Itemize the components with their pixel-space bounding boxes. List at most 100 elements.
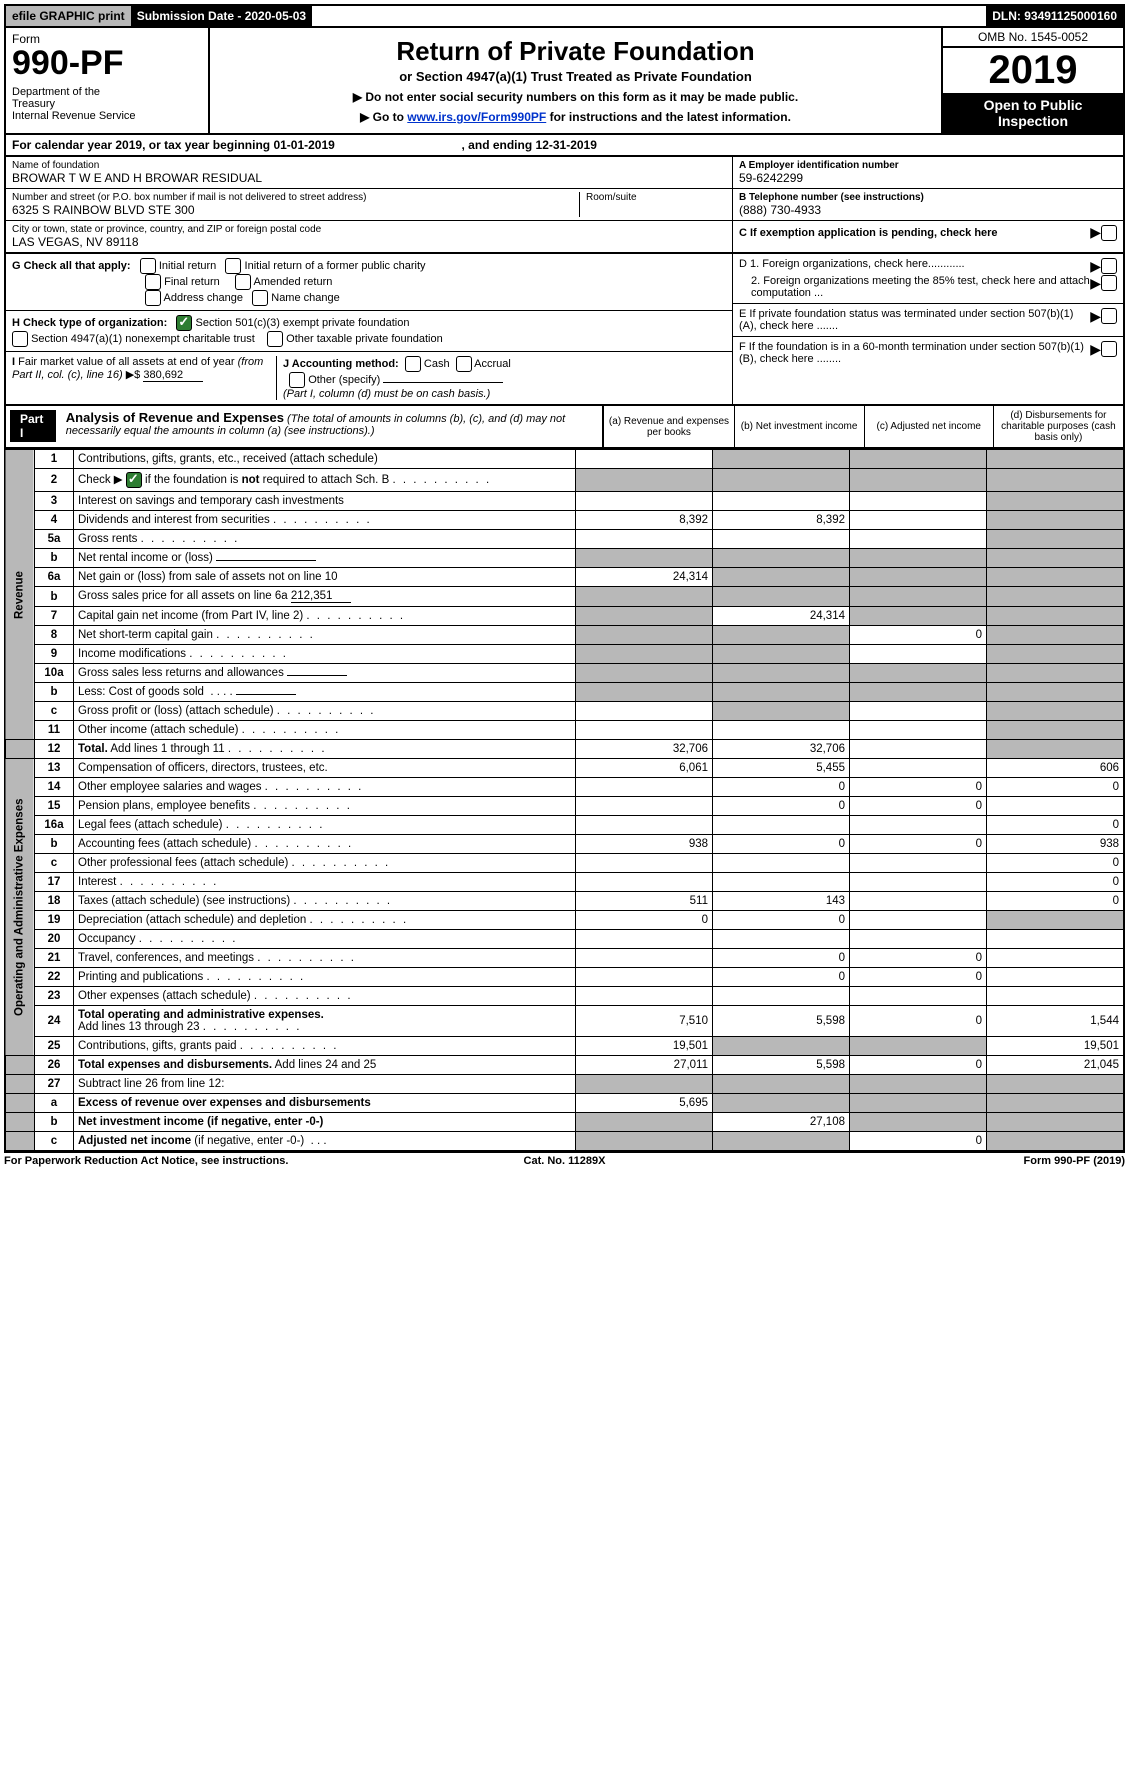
table-row: 21Travel, conferences, and meetings 00 bbox=[5, 949, 1124, 968]
table-row: 20Occupancy bbox=[5, 930, 1124, 949]
header-left: Form 990-PF Department of theTreasuryInt… bbox=[6, 28, 210, 133]
table-row: cGross profit or (loss) (attach schedule… bbox=[5, 702, 1124, 721]
irs-link[interactable]: www.irs.gov/Form990PF bbox=[407, 110, 546, 124]
table-row: 15Pension plans, employee benefits 00 bbox=[5, 797, 1124, 816]
spacer bbox=[312, 6, 986, 26]
table-row: 16aLegal fees (attach schedule) 0 bbox=[5, 816, 1124, 835]
table-row: aExcess of revenue over expenses and dis… bbox=[5, 1094, 1124, 1113]
table-row: bAccounting fees (attach schedule) 93800… bbox=[5, 835, 1124, 854]
form-header: Form 990-PF Department of theTreasuryInt… bbox=[4, 28, 1125, 135]
checkbox-501c3[interactable] bbox=[176, 315, 192, 331]
checkbox-initial[interactable] bbox=[140, 258, 156, 274]
table-row: cAdjusted net income (if negative, enter… bbox=[5, 1132, 1124, 1152]
checkbox-address[interactable] bbox=[145, 290, 161, 306]
table-row: 27Subtract line 26 from line 12: bbox=[5, 1075, 1124, 1094]
part-label: Part I bbox=[10, 410, 56, 442]
header-right: OMB No. 1545-0052 2019 Open to Public In… bbox=[941, 28, 1123, 133]
col-c-head: (c) Adjusted net income bbox=[864, 406, 993, 447]
revenue-vlabel: Revenue bbox=[5, 450, 35, 740]
table-row: 8Net short-term capital gain 0 bbox=[5, 626, 1124, 645]
checkbox-other-taxable[interactable] bbox=[267, 331, 283, 347]
revenue-expenses-table: Revenue 1Contributions, gifts, grants, e… bbox=[4, 449, 1125, 1152]
table-row: bLess: Cost of goods sold . . . . bbox=[5, 683, 1124, 702]
foundation-name-cell: Name of foundation BROWAR T W E AND H BR… bbox=[6, 157, 732, 189]
checkbox-4947[interactable] bbox=[12, 331, 28, 347]
form-number: 990-PF bbox=[12, 46, 202, 80]
checkbox-c[interactable] bbox=[1101, 225, 1117, 241]
header-mid: Return of Private Foundation or Section … bbox=[210, 28, 941, 133]
row-f: F If the foundation is in a 60-month ter… bbox=[733, 337, 1123, 369]
open-inspection: Open to Public Inspection bbox=[943, 93, 1123, 133]
table-row: 25Contributions, gifts, grants paid 19,5… bbox=[5, 1037, 1124, 1056]
col-d-head: (d) Disbursements for charitable purpose… bbox=[993, 406, 1123, 447]
table-row: 24Total operating and administrative exp… bbox=[5, 1006, 1124, 1037]
table-row: 11Other income (attach schedule) bbox=[5, 721, 1124, 740]
row-h: H Check type of organization: Section 50… bbox=[6, 311, 732, 352]
checkbox-d1[interactable] bbox=[1101, 258, 1117, 274]
table-row: 3Interest on savings and temporary cash … bbox=[5, 492, 1124, 511]
part1-title: Analysis of Revenue and Expenses (The to… bbox=[60, 406, 603, 447]
col-b-head: (b) Net investment income bbox=[734, 406, 864, 447]
footer-cat: Cat. No. 11289X bbox=[378, 1155, 752, 1167]
table-row: 17Interest 0 bbox=[5, 873, 1124, 892]
entity-info: Name of foundation BROWAR T W E AND H BR… bbox=[4, 157, 1125, 254]
table-row: 9Income modifications bbox=[5, 645, 1124, 664]
part1-header: Part I Analysis of Revenue and Expenses … bbox=[4, 406, 1125, 449]
form-title: Return of Private Foundation bbox=[216, 36, 935, 67]
table-row: Operating and Administrative Expenses 13… bbox=[5, 759, 1124, 778]
checkbox-f[interactable] bbox=[1101, 341, 1117, 357]
table-row: cOther professional fees (attach schedul… bbox=[5, 854, 1124, 873]
table-row: 19Depreciation (attach schedule) and dep… bbox=[5, 911, 1124, 930]
table-row: bGross sales price for all assets on lin… bbox=[5, 587, 1124, 607]
checkbox-cash[interactable] bbox=[405, 356, 421, 372]
table-row: bNet investment income (if negative, ent… bbox=[5, 1113, 1124, 1132]
instruction-1: ▶ Do not enter social security numbers o… bbox=[216, 90, 935, 104]
checkbox-final[interactable] bbox=[145, 274, 161, 290]
expenses-vlabel: Operating and Administrative Expenses bbox=[5, 759, 35, 1056]
checkbox-schb[interactable] bbox=[126, 472, 142, 488]
footer-left: For Paperwork Reduction Act Notice, see … bbox=[4, 1155, 378, 1167]
checkbox-initial-former[interactable] bbox=[225, 258, 241, 274]
checkbox-amended[interactable] bbox=[235, 274, 251, 290]
col-a-head: (a) Revenue and expenses per books bbox=[603, 406, 733, 447]
table-row: 14Other employee salaries and wages 000 bbox=[5, 778, 1124, 797]
table-row: 6aNet gain or (loss) from sale of assets… bbox=[5, 568, 1124, 587]
row-e: E If private foundation status was termi… bbox=[733, 304, 1123, 337]
section-g-to-f: G Check all that apply: Initial return I… bbox=[4, 254, 1125, 406]
submission-date: Submission Date - 2020-05-03 bbox=[131, 6, 312, 26]
table-row: 23Other expenses (attach schedule) bbox=[5, 987, 1124, 1006]
top-bar: efile GRAPHIC print Submission Date - 20… bbox=[4, 4, 1125, 28]
checkbox-accrual[interactable] bbox=[456, 356, 472, 372]
exemption-pending: C If exemption application is pending, c… bbox=[733, 221, 1123, 244]
table-row: 2Check ▶ if the foundation is not requir… bbox=[5, 469, 1124, 492]
table-row: bNet rental income or (loss) bbox=[5, 549, 1124, 568]
table-row: 4Dividends and interest from securities … bbox=[5, 511, 1124, 530]
ein-cell: A Employer identification number 59-6242… bbox=[733, 157, 1123, 189]
table-row: 12Total. Add lines 1 through 11 32,70632… bbox=[5, 740, 1124, 759]
tax-year: 2019 bbox=[943, 48, 1123, 93]
page-footer: For Paperwork Reduction Act Notice, see … bbox=[4, 1152, 1125, 1167]
checkbox-name[interactable] bbox=[252, 290, 268, 306]
checkbox-other-method[interactable] bbox=[289, 372, 305, 388]
omb-number: OMB No. 1545-0052 bbox=[943, 28, 1123, 48]
checkbox-e[interactable] bbox=[1101, 308, 1117, 324]
row-i-j: I Fair market value of all assets at end… bbox=[6, 352, 732, 404]
address-cell: Number and street (or P.O. box number if… bbox=[6, 189, 732, 221]
table-row: 22Printing and publications 00 bbox=[5, 968, 1124, 987]
phone-cell: B Telephone number (see instructions) (8… bbox=[733, 189, 1123, 221]
checkbox-d2[interactable] bbox=[1101, 275, 1117, 291]
form-subtitle: or Section 4947(a)(1) Trust Treated as P… bbox=[216, 69, 935, 84]
footer-form: Form 990-PF (2019) bbox=[751, 1155, 1125, 1167]
instruction-2: ▶ Go to www.irs.gov/Form990PF for instru… bbox=[216, 110, 935, 124]
table-row: 26Total expenses and disbursements. Add … bbox=[5, 1056, 1124, 1075]
city-cell: City or town, state or province, country… bbox=[6, 221, 732, 252]
dln: DLN: 93491125000160 bbox=[986, 6, 1123, 26]
table-row: 18Taxes (attach schedule) (see instructi… bbox=[5, 892, 1124, 911]
row-d: D 1. Foreign organizations, check here..… bbox=[733, 254, 1123, 304]
efile-label: efile GRAPHIC print bbox=[6, 6, 131, 26]
table-row: 7Capital gain net income (from Part IV, … bbox=[5, 607, 1124, 626]
table-row: 10aGross sales less returns and allowanc… bbox=[5, 664, 1124, 683]
table-row: Revenue 1Contributions, gifts, grants, e… bbox=[5, 450, 1124, 469]
row-g: G Check all that apply: Initial return I… bbox=[6, 254, 732, 311]
calendar-year-row: For calendar year 2019, or tax year begi… bbox=[4, 135, 1125, 157]
